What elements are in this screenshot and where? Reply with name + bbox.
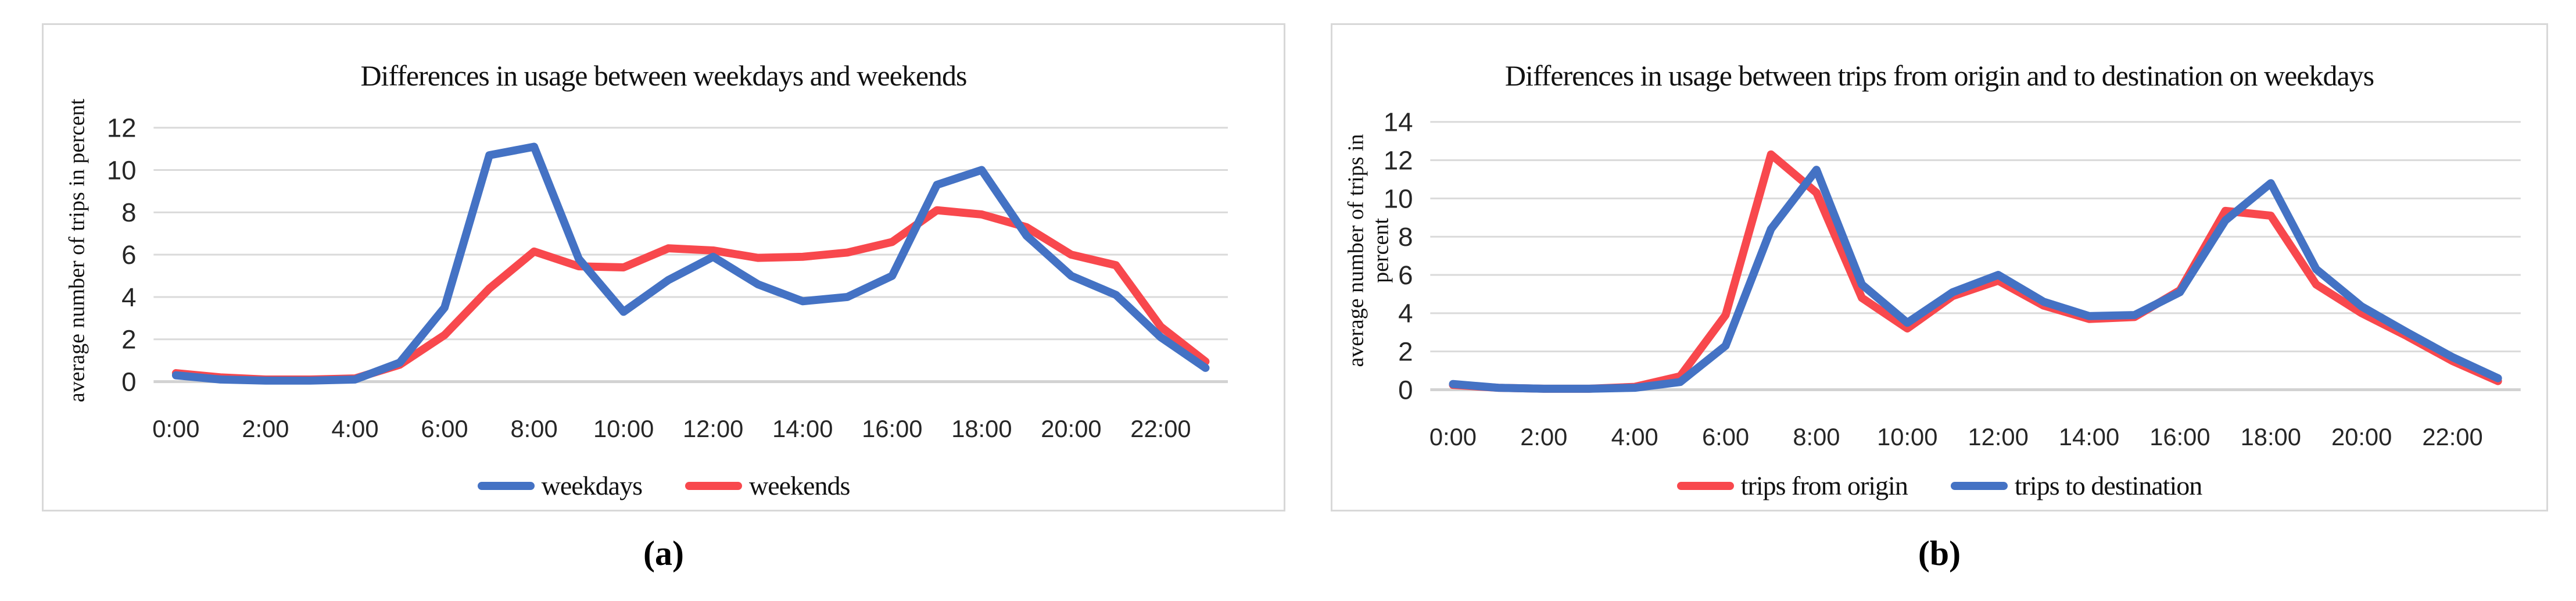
caption-a: (a): [643, 534, 684, 573]
x-tick-label: 8:00: [1793, 423, 1840, 450]
x-tick-label: 16:00: [862, 415, 922, 442]
weekdays-line: [171, 142, 1210, 385]
y-tick-label: 2: [1398, 337, 1413, 367]
x-tick-label: 20:00: [1041, 415, 1101, 442]
weekends-line-swatch: [685, 481, 742, 490]
x-tick-label: 8:00: [510, 415, 557, 442]
chart-b-plot-area: 0 2 4 6 8 10 12 14 0:00 2:00 4:00 6:00 8:00 10:00 12:0…: [1384, 108, 2521, 450]
x-tick-label: 4:00: [1611, 423, 1658, 450]
y-tick-label: 4: [1398, 299, 1413, 328]
chart-b-title: Differences in usage between trips from …: [1504, 59, 2374, 92]
x-tick-label: 0:00: [152, 415, 199, 442]
y-tick-label: 0: [121, 367, 136, 396]
legend-label: trips to destination: [2014, 471, 2202, 500]
x-tick-label: 12:00: [1968, 423, 2028, 450]
x-tick-label: 16:00: [2149, 423, 2210, 450]
trips-to-destination-line-swatch: [1950, 481, 2008, 490]
y-tick-label: 14: [1384, 108, 1413, 137]
trips-from-origin-line: [1449, 150, 2502, 393]
x-tick-label: 0:00: [1429, 423, 1477, 450]
chart-a-title: Differences in usage between weekdays an…: [360, 59, 967, 92]
y-tick-label: 0: [1398, 375, 1413, 405]
x-tick-label: 22:00: [1130, 415, 1191, 442]
x-tick-label: 20:00: [2331, 423, 2392, 450]
y-tick-label: 6: [1398, 260, 1413, 290]
x-tick-label: 4:00: [331, 415, 378, 442]
y-tick-label: 12: [1384, 145, 1413, 175]
x-tick-label: 14:00: [2059, 423, 2119, 450]
x-tick-label: 18:00: [951, 415, 1012, 442]
weekdays-line-swatch: [477, 481, 535, 490]
chart-a-legend: weekdays weekends: [44, 470, 1284, 501]
legend-item-trips-from-origin: trips from origin: [1676, 470, 1908, 501]
x-tick-label: 10:00: [1877, 423, 1937, 450]
y-tick-label: 6: [121, 240, 136, 270]
legend-item-weekends: weekends: [685, 470, 850, 501]
chart-a-plot-area: 0 2 4 6 8 10 12 0:00 2:00 4:00 6:00 8:00 10:00 12:00 1…: [107, 113, 1228, 442]
legend-label: trips from origin: [1740, 471, 1908, 500]
legend-label: weekdays: [541, 471, 643, 500]
caption-b: (b): [1918, 534, 1961, 573]
y-tick-label: 10: [1384, 184, 1413, 213]
x-tick-label: 14:00: [772, 415, 833, 442]
y-tick-label: 12: [107, 113, 137, 143]
x-tick-label: 18:00: [2241, 423, 2301, 450]
x-tick-label: 22:00: [2422, 423, 2482, 450]
x-tick-label: 2:00: [242, 415, 289, 442]
chart-panel-b: Differences in usage between trips from …: [1331, 23, 2548, 511]
x-tick-label: 6:00: [1702, 423, 1749, 450]
chart-b-legend: trips from origin trips to destination: [1332, 470, 2546, 501]
y-tick-label: 4: [121, 282, 136, 312]
x-tick-label: 12:00: [683, 415, 743, 442]
trips-from-origin-line-swatch: [1676, 481, 1734, 490]
x-tick-label: 2:00: [1520, 423, 1567, 450]
legend-item-weekdays: weekdays: [477, 470, 643, 501]
legend-label: weekends: [749, 471, 850, 500]
y-tick-label: 8: [1398, 222, 1413, 252]
y-tick-label: 2: [121, 325, 136, 355]
x-tick-label: 10:00: [593, 415, 654, 442]
y-tick-label: 8: [121, 198, 136, 227]
weekends-line: [171, 206, 1210, 384]
chart-panel-a: Differences in usage between weekdays an…: [42, 23, 1285, 511]
trips-to-destination-line: [1449, 166, 2502, 393]
x-tick-label: 6:00: [421, 415, 468, 442]
legend-item-trips-to-destination: trips to destination: [1950, 470, 2202, 501]
y-tick-label: 10: [107, 155, 137, 185]
